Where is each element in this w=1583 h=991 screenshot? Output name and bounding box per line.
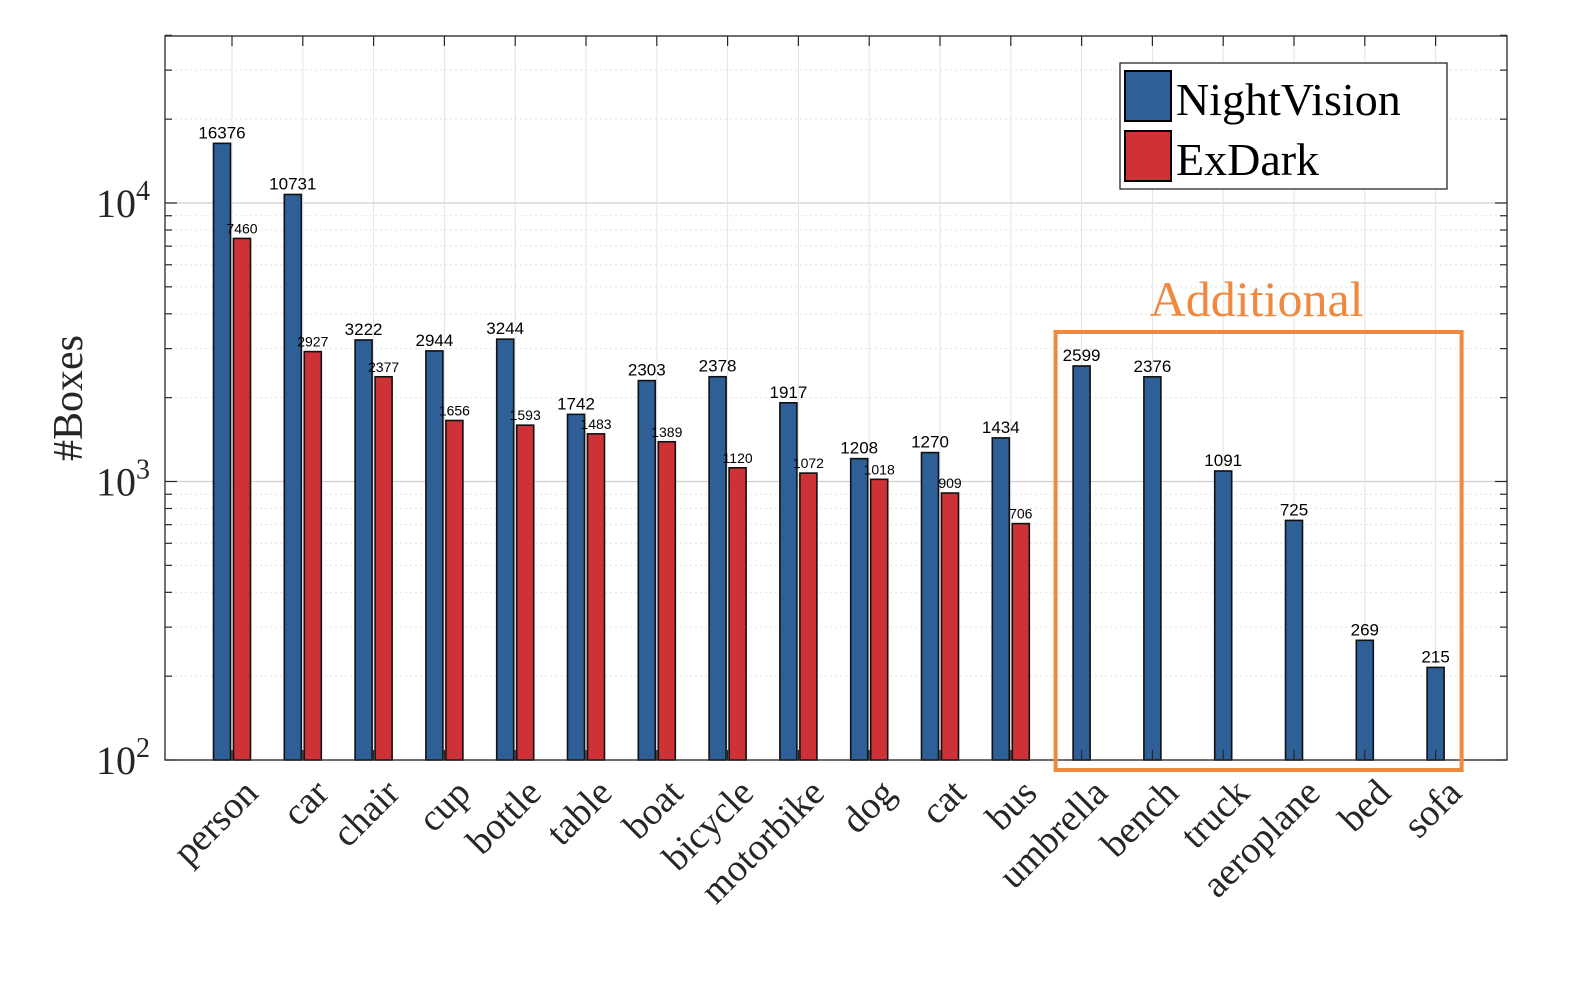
data-label-exdark-person: 7460 xyxy=(226,220,257,236)
legend-label-exdark: ExDark xyxy=(1176,134,1319,185)
data-label-nightvision-bus: 1434 xyxy=(982,418,1020,437)
data-label-exdark-bicycle: 1120 xyxy=(723,450,753,466)
x-tick-label-chair: chair xyxy=(325,771,409,855)
data-label-nightvision-bed: 269 xyxy=(1351,620,1379,639)
x-tick-label-bed: bed xyxy=(1331,772,1400,841)
data-label-nightvision-truck: 1091 xyxy=(1204,451,1242,470)
data-label-nightvision-boat: 2303 xyxy=(628,361,666,380)
data-label-exdark-motorbike: 1072 xyxy=(793,455,824,471)
bar-exdark-dog xyxy=(869,478,889,761)
bar-nightvision-umbrella xyxy=(1072,365,1091,761)
x-tick-label-bench: bench xyxy=(1093,772,1187,866)
data-labels: 16376 10731 3222 2944 3244 1742 2303 2378 1917 12… xyxy=(198,123,1449,666)
bar-exdark-person xyxy=(232,237,252,761)
bar-nightvision-bench xyxy=(1143,376,1162,761)
legend: NightVision ExDark xyxy=(1119,62,1448,190)
legend-swatch-exdark xyxy=(1124,130,1172,182)
data-label-nightvision-bench: 2376 xyxy=(1133,357,1171,376)
bar-exdark-motorbike xyxy=(799,472,818,761)
bars xyxy=(212,142,1445,761)
y-tick-label-100: 102 xyxy=(96,733,150,783)
data-label-exdark-cup: 1656 xyxy=(439,402,470,418)
bar-nightvision-table xyxy=(566,413,586,761)
bar-exdark-car xyxy=(303,350,323,761)
bar-exdark-bicycle xyxy=(728,466,747,761)
grid-lines xyxy=(165,34,1507,761)
data-label-exdark-boat: 1389 xyxy=(651,424,682,440)
bar-nightvision-bus xyxy=(991,437,1011,761)
bar-nightvision-bicycle xyxy=(708,375,727,761)
data-label-nightvision-cat: 1270 xyxy=(911,433,949,452)
data-label-exdark-car: 2927 xyxy=(297,334,328,350)
data-label-nightvision-chair: 3222 xyxy=(345,320,383,339)
additional-box xyxy=(1053,330,1464,772)
data-label-nightvision-motorbike: 1917 xyxy=(769,383,807,402)
bar-nightvision-truck xyxy=(1213,470,1233,761)
data-label-exdark-chair: 2377 xyxy=(368,359,399,375)
bar-nightvision-sofa xyxy=(1426,666,1445,761)
bar-nightvision-chair xyxy=(354,339,373,761)
data-label-nightvision-person: 16376 xyxy=(198,123,245,142)
x-tick-label-sofa: sofa xyxy=(1395,772,1470,847)
bar-exdark-cat xyxy=(940,492,960,761)
data-label-nightvision-umbrella: 2599 xyxy=(1063,346,1101,365)
bar-exdark-bus xyxy=(1011,522,1031,761)
data-label-exdark-bottle: 1593 xyxy=(510,407,541,423)
bar-nightvision-car xyxy=(283,193,303,761)
data-label-nightvision-car: 10731 xyxy=(269,174,316,193)
legend-label-nightvision: NightVision xyxy=(1176,74,1401,125)
bar-nightvision-bottle xyxy=(495,338,515,761)
legend-box xyxy=(1119,62,1448,190)
x-tick-label-dog: dog xyxy=(834,772,904,842)
legend-swatch-nightvision xyxy=(1124,70,1172,122)
data-label-nightvision-cup: 2944 xyxy=(415,331,453,350)
x-tick-label-person: person xyxy=(165,772,266,873)
bar-exdark-bottle xyxy=(515,424,535,761)
data-label-exdark-table: 1483 xyxy=(580,416,611,432)
bar-nightvision-dog xyxy=(849,457,869,761)
data-label-nightvision-dog: 1208 xyxy=(840,439,878,458)
data-label-nightvision-aeroplane: 725 xyxy=(1280,500,1308,519)
data-label-exdark-dog: 1018 xyxy=(864,461,895,477)
x-tick-label-cat: cat xyxy=(913,771,974,832)
bar-nightvision-bed xyxy=(1355,639,1375,761)
bar-exdark-table xyxy=(586,433,606,761)
bar-nightvision-cat xyxy=(920,451,940,761)
data-label-nightvision-sofa: 215 xyxy=(1421,647,1449,666)
additional-annotation: Additional xyxy=(1053,271,1464,772)
bar-nightvision-aeroplane xyxy=(1284,519,1304,761)
data-label-exdark-bus: 706 xyxy=(1009,506,1033,522)
bar-exdark-chair xyxy=(374,375,393,761)
y-tick-label-10000: 104 xyxy=(96,176,150,226)
additional-label: Additional xyxy=(1150,271,1364,327)
x-tick-label-bottle: bottle xyxy=(459,772,550,863)
data-label-nightvision-bicycle: 2378 xyxy=(699,357,737,376)
x-tick-label-table: table xyxy=(538,772,620,854)
bar-exdark-boat xyxy=(657,440,677,761)
data-label-nightvision-bottle: 3244 xyxy=(486,319,524,338)
axis-ticks xyxy=(165,34,1507,761)
y-tick-labels: 102 103 104 xyxy=(96,176,150,783)
y-axis-label: #Boxes xyxy=(46,335,92,461)
data-label-nightvision-table: 1742 xyxy=(557,394,595,413)
y-tick-label-1000: 103 xyxy=(96,455,150,505)
data-label-exdark-cat: 909 xyxy=(938,475,962,491)
bar-exdark-cup xyxy=(445,419,464,761)
